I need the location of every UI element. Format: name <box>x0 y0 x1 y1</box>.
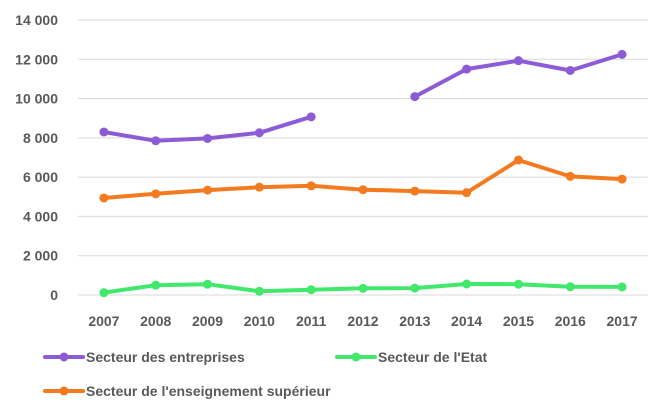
x-tick-label: 2015 <box>503 313 534 329</box>
data-point <box>617 174 627 184</box>
data-point <box>358 185 368 195</box>
data-point <box>617 282 627 292</box>
data-point <box>151 280 161 290</box>
data-point <box>99 288 109 298</box>
legend-marker-enseignement <box>59 386 69 396</box>
x-tick-label: 2010 <box>244 313 275 329</box>
data-point <box>410 186 420 196</box>
x-tick-label: 2011 <box>296 313 327 329</box>
data-point <box>410 283 420 293</box>
data-point <box>254 286 264 296</box>
x-tick-label: 2009 <box>192 313 223 329</box>
data-point <box>306 181 316 191</box>
y-tick-label: 6 000 <box>23 169 58 185</box>
y-tick-label: 14 000 <box>15 12 58 28</box>
y-axis-tick-labels: 0 2 000 4 000 6 000 8 000 10 000 12 000 14 000 <box>15 12 58 303</box>
data-point <box>358 283 368 293</box>
data-point <box>565 65 575 75</box>
data-point <box>617 49 627 59</box>
legend-label-entreprises: Secteur des entreprises <box>86 349 245 365</box>
y-tick-label: 10 000 <box>15 91 58 107</box>
data-point <box>254 182 264 192</box>
data-point <box>462 279 472 289</box>
legend-label-etat: Secteur de l'Etat <box>378 349 487 365</box>
y-tick-label: 8 000 <box>23 130 58 146</box>
x-tick-label: 2007 <box>88 313 119 329</box>
data-point <box>513 56 523 66</box>
x-axis-tick-labels: 2007 2008 2009 2010 2011 2012 2013 2014 2015 2016… <box>88 313 638 329</box>
series-lines <box>99 49 627 298</box>
y-tick-label: 0 <box>50 287 58 303</box>
legend-marker-entreprises <box>59 352 69 362</box>
data-point <box>99 193 109 203</box>
data-point <box>513 279 523 289</box>
data-point <box>513 155 523 165</box>
data-point <box>203 185 213 195</box>
data-point <box>203 279 213 289</box>
data-point <box>99 127 109 137</box>
data-point <box>565 171 575 181</box>
y-tick-label: 12 000 <box>15 51 58 67</box>
legend-item-entreprises: Secteur des entreprises <box>43 349 245 365</box>
legend-item-etat: Secteur de l'Etat <box>335 349 487 365</box>
legend-label-enseignement: Secteur de l'enseignement supérieur <box>86 383 331 399</box>
data-point <box>462 64 472 74</box>
x-tick-label: 2008 <box>140 313 171 329</box>
data-point <box>410 92 420 102</box>
data-point <box>565 282 575 292</box>
legend: Secteur des entreprises Secteur de l'Eta… <box>43 349 487 399</box>
data-point <box>306 112 316 122</box>
data-point <box>254 128 264 138</box>
series-2 <box>99 155 627 203</box>
data-point <box>203 133 213 143</box>
legend-item-enseignement: Secteur de l'enseignement supérieur <box>43 383 331 399</box>
data-point <box>151 136 161 146</box>
legend-marker-etat <box>351 352 361 362</box>
x-tick-label: 2016 <box>555 313 586 329</box>
data-point <box>306 285 316 295</box>
x-tick-label: 2012 <box>347 313 378 329</box>
y-tick-label: 2 000 <box>23 248 58 264</box>
series-0 <box>99 49 627 146</box>
data-point <box>151 189 161 199</box>
x-tick-label: 2013 <box>399 313 430 329</box>
x-tick-label: 2017 <box>607 313 638 329</box>
y-tick-label: 4 000 <box>23 208 58 224</box>
gridlines <box>78 19 648 296</box>
series-1 <box>99 279 627 298</box>
data-point <box>462 188 472 198</box>
x-tick-label: 2014 <box>451 313 482 329</box>
